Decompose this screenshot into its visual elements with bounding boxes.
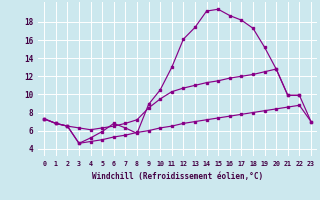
X-axis label: Windchill (Refroidissement éolien,°C): Windchill (Refroidissement éolien,°C) <box>92 172 263 181</box>
